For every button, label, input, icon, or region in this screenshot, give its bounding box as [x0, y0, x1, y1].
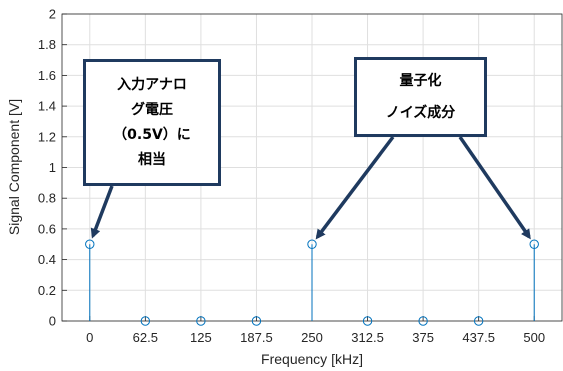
y-tick-label: 1.8 — [38, 37, 56, 52]
annotation-line: グ電圧 — [131, 101, 173, 118]
y-tick-label: 2 — [49, 7, 56, 22]
stem-marker — [362, 316, 373, 326]
y-tick-label: 0.4 — [38, 252, 56, 267]
annotation-line: ノイズ成分 — [385, 105, 456, 121]
annotation-arrow — [90, 185, 114, 239]
x-tick-label: 62.5 — [133, 330, 158, 345]
y-tick-label: 1.6 — [38, 68, 56, 83]
stem-marker — [418, 316, 428, 326]
annotation-arrow — [315, 135, 395, 240]
stem-marker — [140, 316, 151, 326]
annotation-line: 相当 — [138, 151, 166, 168]
y-axis-label: Signal Component [V] — [6, 99, 22, 235]
annotation-line: 量子化 — [399, 73, 442, 89]
x-axis-label: Frequency [kHz] — [261, 351, 363, 367]
annotation-arrow — [458, 136, 531, 240]
x-tick-label: 125 — [190, 330, 212, 345]
y-tick-label: 1.2 — [38, 129, 56, 144]
x-tick-label: 250 — [301, 330, 323, 345]
y-tick-label: 0.6 — [38, 221, 56, 236]
annotation-arrows — [90, 135, 531, 240]
x-tick-label: 375 — [412, 330, 434, 345]
stem-series — [85, 239, 539, 326]
stem-marker — [196, 316, 206, 326]
x-tick-label: 500 — [523, 330, 545, 345]
x-tick-label: 187.5 — [240, 330, 273, 345]
stem-marker — [251, 316, 262, 326]
x-tick-label: 312.5 — [351, 330, 384, 345]
stem-marker — [529, 239, 539, 249]
annotation-line: （0.5V）に — [113, 126, 191, 143]
stem-marker — [307, 239, 317, 249]
y-tick-label: 0.2 — [38, 283, 56, 298]
y-axis-ticks: 0 0.2 0.4 0.6 0.8 1 1.2 1.4 1.6 1.8 2 — [38, 7, 67, 329]
annotation-line: 入力アナロ — [117, 76, 187, 93]
x-tick-label: 0 — [86, 330, 93, 345]
x-axis-ticks: 0 62.5 125 187.5 250 312.5 375 437.5 500 — [86, 316, 545, 345]
annotation-input-voltage: 入力アナロ グ電圧 （0.5V）に 相当 — [83, 59, 221, 186]
y-tick-label: 0.8 — [38, 191, 56, 206]
y-tick-label: 0 — [49, 314, 56, 329]
x-tick-label: 437.5 — [462, 330, 495, 345]
y-tick-label: 1.4 — [38, 99, 56, 114]
stem-marker — [85, 239, 95, 249]
stem-marker — [473, 316, 484, 326]
y-tick-label: 1 — [49, 160, 56, 175]
annotation-quantization-noise: 量子化 ノイズ成分 — [354, 57, 487, 137]
